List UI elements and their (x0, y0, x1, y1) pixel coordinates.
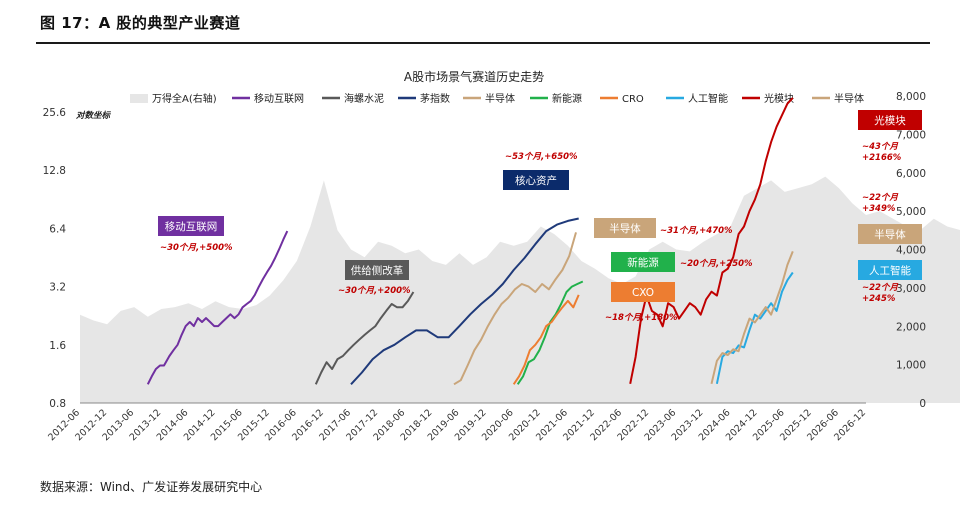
y-left-tick-label: 12.8 (43, 165, 66, 177)
annotation-caption-line: +245% (862, 294, 896, 304)
y-right-tick-label: 3,000 (896, 283, 926, 295)
series-lines (146, 97, 794, 386)
series-line-moutai_index (350, 217, 579, 385)
y-right-tick-label: 1,000 (896, 360, 926, 372)
annotation-box-label: 供给侧改革 (351, 264, 404, 277)
legend-label: 茅指数 (420, 92, 450, 105)
y-right-tick-label: 0 (919, 398, 926, 410)
annotation-caption: ~43个月+2166% (862, 141, 902, 163)
legend-label: 新能源 (552, 92, 582, 105)
annotation-caption-line: ~22个月 (862, 192, 898, 203)
legend-swatch (130, 94, 148, 103)
chart-title: A股市场景气赛道历史走势 (404, 69, 544, 84)
industry-track-chart: A股市场景气赛道历史走势 对数坐标 0.8 1.6 3.2 6.4 12.8 25.6 0 1… (43, 69, 960, 443)
series-line-conch_cement (314, 291, 415, 385)
annotation-box (611, 282, 675, 302)
figure-title: 图 17：A 股的典型产业赛道 (40, 14, 241, 32)
legend-label: CRO (622, 94, 644, 105)
annotation-caption: ~30个月,+200% (338, 285, 411, 296)
legend: 万得全A(右轴) 移动互联网 海螺水泥 茅指数 半导体 新能源 CRO 人工智能 光模块 半导体 (130, 92, 864, 105)
y-right-tick-label: 2,000 (896, 321, 926, 333)
annotation-box (503, 170, 569, 190)
annotation-caption: ~31个月,+470% (660, 225, 733, 236)
y-left-tick-label: 25.6 (43, 107, 67, 119)
y-right-tick-label: 4,000 (896, 245, 926, 257)
legend-label: 万得全A(右轴) (152, 92, 217, 105)
legend-label: 海螺水泥 (344, 92, 384, 105)
annotation-box (858, 224, 922, 244)
legend-label: 半导体 (485, 92, 515, 105)
legend-label: 半导体 (834, 92, 864, 105)
annotation-box-label: 新能源 (627, 256, 659, 269)
series-line-optical_module (629, 97, 794, 384)
y-left-tick-label: 3.2 (49, 282, 66, 294)
annotation-box-label: 人工智能 (869, 264, 911, 277)
y-right-tick-label: 5,000 (896, 206, 926, 218)
annotation-box-label: CXO (632, 287, 654, 299)
y-left-tick-label: 0.8 (49, 398, 66, 410)
y-right-tick-label: 6,000 (896, 168, 926, 180)
annotation-box-label: 移动互联网 (165, 220, 218, 233)
legend-label: 人工智能 (688, 92, 728, 105)
legend-label: 移动互联网 (254, 92, 304, 105)
wind-all-a-area (80, 176, 960, 403)
annotations: 移动互联网 ~30个月,+500% 供给侧改革 ~30个月,+200% 核心资产 ~53个… (158, 110, 922, 323)
y-left-tick-label: 6.4 (49, 223, 66, 235)
annotation-caption: ~22个月+349% (862, 192, 898, 214)
annotation-box-label: 核心资产 (515, 174, 557, 187)
y-right-tick-label: 7,000 (896, 129, 926, 141)
annotation-box (858, 260, 922, 280)
annotation-caption-line: ~43个月 (862, 141, 898, 152)
data-source: 数据来源：Wind、广发证券发展研究中心 (40, 480, 263, 494)
legend-label: 光模块 (764, 92, 794, 105)
series-line-semiconductor (710, 251, 794, 385)
annotation-caption: ~18个月,+180% (605, 312, 678, 323)
annotation-caption-line: ~22个月 (862, 282, 898, 293)
annotation-box (345, 260, 409, 280)
y-left-tick-label: 1.6 (49, 340, 66, 352)
annotation-caption: ~20个月,+250% (680, 258, 753, 269)
series-line-semiconductor (453, 232, 577, 386)
series-line-mobile_internet (146, 230, 289, 385)
title-rule (36, 42, 930, 44)
annotation-caption: ~53个月,+650% (505, 151, 578, 162)
annotation-caption: ~22个月+245% (862, 282, 898, 304)
annotation-box-label: 光模块 (874, 114, 906, 127)
annotation-box-label: 半导体 (609, 222, 641, 235)
annotation-box (611, 252, 675, 272)
annotation-caption-line: +349% (862, 204, 896, 214)
wind-area-layer (80, 176, 960, 403)
annotation-box-label: 半导体 (874, 228, 906, 241)
series-line-cro (512, 294, 580, 385)
annotation-caption-line: +2166% (862, 153, 902, 163)
annotation-caption: ~30个月,+500% (160, 242, 233, 253)
annotation-box (594, 218, 656, 238)
annotation-box (158, 216, 224, 236)
left-axis-note: 对数坐标 (76, 110, 112, 121)
annotation-box (858, 110, 922, 130)
y-right-tick-label: 8,000 (896, 91, 926, 103)
